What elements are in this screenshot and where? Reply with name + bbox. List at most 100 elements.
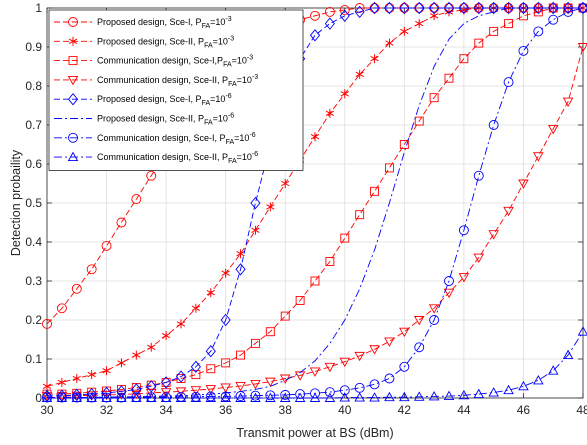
legend-entry: Proposed design, Sce-I, PFA=10-3 [54, 16, 232, 30]
data-point [518, 179, 529, 189]
legend-entry: Communication design, Sce-II, PFA=10-3 [54, 74, 258, 88]
y-tick-label: 1 [35, 1, 42, 15]
data-point [547, 124, 559, 135]
y-tick-label: 0.5 [25, 196, 42, 210]
data-point [533, 375, 544, 385]
x-tick-label: 36 [219, 403, 233, 417]
data-point [474, 38, 484, 48]
data-point [175, 387, 187, 397]
legend-label: Proposed design, Sce-II, PFA=10-6 [97, 113, 234, 127]
x-tick-label: 48 [576, 403, 587, 417]
data-point [295, 296, 305, 305]
data-point [71, 388, 82, 402]
data-point [161, 331, 171, 341]
data-point [415, 19, 424, 29]
series-line [46, 7, 583, 397]
x-tick-label: 30 [40, 403, 54, 417]
legend-marker [67, 151, 79, 162]
data-point [265, 392, 276, 402]
data-point [235, 392, 246, 402]
data-point [340, 89, 349, 99]
data-point [265, 377, 276, 388]
data-point [413, 391, 425, 401]
legend-marker [68, 17, 78, 27]
series-line [47, 331, 584, 399]
data-point [101, 392, 112, 402]
x-tick-label: 38 [279, 403, 293, 417]
data-point [250, 338, 260, 348]
legend-entry: Communication design, Sce-I, PFA=10-6 [54, 132, 256, 146]
legend-label: Communication design, Sce-II, PFA=10-6 [97, 151, 258, 165]
y-tick-label: 0 [35, 391, 42, 405]
data-point [147, 342, 156, 352]
data-point [117, 358, 126, 368]
data-point [548, 1, 559, 15]
data-point [473, 253, 485, 264]
data-point [220, 313, 231, 327]
data-point [399, 327, 410, 338]
data-point [294, 392, 306, 402]
y-tick-label: 0.6 [25, 157, 42, 171]
data-point [295, 389, 306, 400]
data-point [310, 132, 320, 142]
y-tick-label: 0.9 [25, 40, 42, 54]
data-point [206, 288, 215, 298]
data-point [236, 249, 245, 259]
data-point [354, 392, 365, 402]
data-point [86, 264, 97, 275]
data-point [265, 390, 276, 401]
data-point [175, 392, 187, 402]
legend-label: Communication design, Sce-II, PFA=10-3 [97, 74, 258, 88]
data-point [533, 26, 544, 37]
legend-label: Proposed design, Sce-I, PFA=10-6 [97, 93, 232, 107]
data-point [102, 366, 111, 376]
data-point [488, 1, 499, 15]
data-point [205, 391, 216, 402]
data-point [205, 344, 216, 358]
y-axis-label: Detection probaility [9, 149, 23, 256]
data-point [413, 316, 425, 326]
data-point [86, 392, 97, 402]
data-point [146, 170, 157, 181]
data-point [458, 225, 469, 236]
data-point [235, 391, 246, 401]
data-point [414, 116, 424, 126]
data-point [399, 361, 410, 372]
data-point [518, 45, 529, 56]
data-point [443, 1, 455, 15]
data-point [488, 230, 499, 240]
data-point [205, 392, 217, 402]
data-point [251, 225, 260, 235]
data-point [399, 1, 410, 15]
data-point [279, 392, 291, 402]
data-point [131, 194, 142, 205]
data-point [503, 1, 514, 15]
data-point [577, 326, 587, 336]
data-point [250, 196, 261, 210]
legend-label: Proposed design, Sce-I, PFA=10-3 [97, 16, 232, 30]
data-point [354, 382, 365, 393]
data-point [310, 276, 320, 286]
y-tick-label: 0.1 [25, 352, 42, 366]
data-point [577, 1, 587, 15]
data-point [87, 370, 96, 380]
x-tick-label: 34 [159, 403, 173, 417]
data-point [429, 11, 439, 21]
data-point [339, 392, 351, 402]
data-point [340, 233, 350, 243]
x-tick-label: 42 [398, 403, 412, 417]
data-point [370, 186, 380, 196]
legend-entry: Proposed design, Sce-I, PFA=10-6 [54, 92, 232, 107]
legend-marker [68, 36, 78, 46]
series-lines [41, 1, 587, 403]
data-point [161, 376, 172, 389]
data-point [221, 268, 230, 278]
data-point [280, 311, 290, 321]
data-point [116, 392, 127, 402]
data-point [235, 263, 246, 276]
series-8 [41, 326, 587, 402]
data-point [325, 257, 335, 266]
series-line [47, 7, 583, 395]
data-point [384, 163, 394, 173]
data-point [400, 26, 409, 36]
